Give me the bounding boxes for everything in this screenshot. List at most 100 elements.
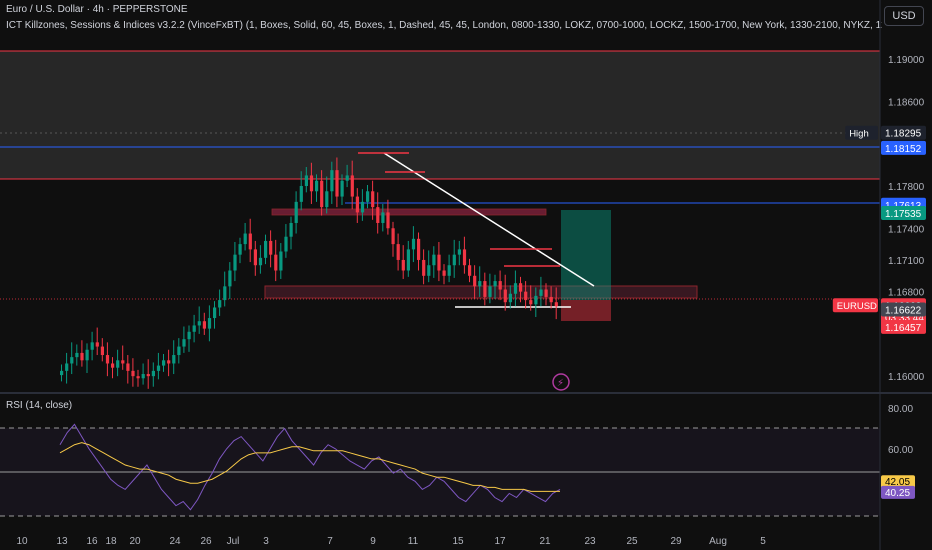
candle bbox=[60, 364, 64, 382]
trendline bbox=[383, 152, 595, 287]
candle bbox=[529, 285, 533, 311]
candle bbox=[483, 272, 487, 306]
candle bbox=[468, 258, 472, 283]
candle bbox=[360, 189, 365, 221]
candle bbox=[493, 274, 497, 300]
candle bbox=[503, 274, 507, 311]
time-tick-16: 25 bbox=[626, 536, 638, 547]
demand-zone bbox=[264, 285, 698, 299]
candle bbox=[315, 174, 319, 202]
candle bbox=[223, 271, 227, 307]
price-label: High 1.18295 bbox=[845, 125, 926, 140]
rsi-title: RSI (14, close) bbox=[6, 400, 72, 411]
lightning-icon bbox=[552, 373, 570, 391]
candle bbox=[182, 326, 186, 353]
time-tick-18: Aug bbox=[709, 536, 727, 547]
candle bbox=[253, 240, 257, 276]
candle bbox=[401, 245, 405, 279]
candle bbox=[213, 301, 217, 329]
candle bbox=[309, 162, 314, 204]
candle bbox=[248, 218, 252, 263]
time-tick-13: 17 bbox=[494, 536, 506, 547]
candle bbox=[411, 226, 416, 263]
candle bbox=[340, 174, 344, 206]
candle bbox=[457, 240, 461, 266]
candle bbox=[478, 266, 482, 297]
candle bbox=[386, 199, 390, 235]
time-tick-6: 26 bbox=[200, 536, 212, 547]
candle bbox=[299, 171, 303, 211]
candle bbox=[233, 241, 237, 282]
long-position-target bbox=[561, 210, 611, 300]
candle bbox=[473, 265, 477, 300]
candle bbox=[202, 312, 206, 335]
order-block-upper bbox=[271, 208, 547, 216]
rsi-tick-0: 80.00 bbox=[888, 404, 913, 415]
candle bbox=[544, 283, 548, 306]
candle bbox=[335, 157, 339, 208]
time-tick-4: 20 bbox=[129, 536, 141, 547]
candle bbox=[442, 264, 446, 285]
time-tick-17: 29 bbox=[670, 536, 682, 547]
candle bbox=[554, 287, 558, 320]
candle bbox=[90, 331, 94, 361]
candle bbox=[111, 357, 115, 379]
svg-text:1.18152: 1.18152 bbox=[885, 144, 922, 155]
candle bbox=[279, 243, 283, 279]
candle bbox=[269, 230, 273, 268]
candle bbox=[228, 262, 232, 300]
price-axis: 1.19000 1.18600 1.17800 1.17400 1.17100 1.168… bbox=[888, 55, 925, 383]
candle bbox=[289, 216, 293, 250]
candle bbox=[116, 349, 120, 377]
candle bbox=[95, 327, 99, 356]
rsi-tick-1: 60.00 bbox=[888, 445, 913, 456]
candle bbox=[462, 236, 467, 274]
candle bbox=[207, 305, 212, 342]
rsi-value-label: 40.25 bbox=[881, 485, 915, 499]
svg-text:03:33:44: 03:33:44 bbox=[885, 313, 924, 324]
candle bbox=[167, 349, 171, 377]
candle bbox=[508, 285, 512, 309]
svg-text:⚡: ⚡ bbox=[557, 378, 564, 389]
candle bbox=[85, 343, 89, 373]
candle bbox=[264, 234, 268, 265]
candle bbox=[65, 352, 69, 384]
candles-group bbox=[60, 157, 558, 389]
time-tick-2: 16 bbox=[86, 536, 98, 547]
price-labels: High1.182951.181521.176131.17535EURUSD1.… bbox=[832, 125, 926, 334]
candle bbox=[320, 170, 324, 216]
candle bbox=[131, 358, 135, 387]
candle bbox=[534, 287, 538, 317]
candle bbox=[284, 224, 288, 258]
candle bbox=[80, 340, 84, 367]
premium-zone bbox=[0, 51, 880, 179]
svg-text:1.17535: 1.17535 bbox=[885, 209, 922, 220]
time-tick-12: 15 bbox=[452, 536, 464, 547]
candle bbox=[258, 245, 263, 274]
candle bbox=[141, 363, 145, 385]
candle bbox=[274, 239, 278, 282]
candle bbox=[70, 342, 74, 375]
candle bbox=[539, 276, 543, 307]
candle bbox=[488, 273, 492, 304]
price-label: 1.16457 bbox=[881, 319, 926, 334]
time-tick-9: 7 bbox=[327, 536, 333, 547]
candle bbox=[381, 203, 385, 232]
time-tick-5: 24 bbox=[169, 536, 181, 547]
price-label: 1.17535 bbox=[881, 206, 926, 220]
candle bbox=[192, 314, 196, 343]
time-tick-15: 23 bbox=[584, 536, 596, 547]
candle bbox=[452, 239, 456, 278]
currency-button[interactable]: USD bbox=[884, 6, 924, 26]
candle bbox=[519, 276, 523, 303]
price-tick-3: 1.17400 bbox=[888, 224, 925, 235]
candle bbox=[156, 352, 161, 380]
price-tick-6: 1.16000 bbox=[888, 372, 925, 383]
time-axis: 10 13 16 18 20 24 26 Jul 3 7 9 11 15 17 21 23 25 29 Aug 5 bbox=[16, 536, 766, 547]
candle bbox=[105, 342, 110, 377]
candle bbox=[243, 222, 247, 251]
rsi-value-label: 42.05 bbox=[881, 475, 915, 489]
